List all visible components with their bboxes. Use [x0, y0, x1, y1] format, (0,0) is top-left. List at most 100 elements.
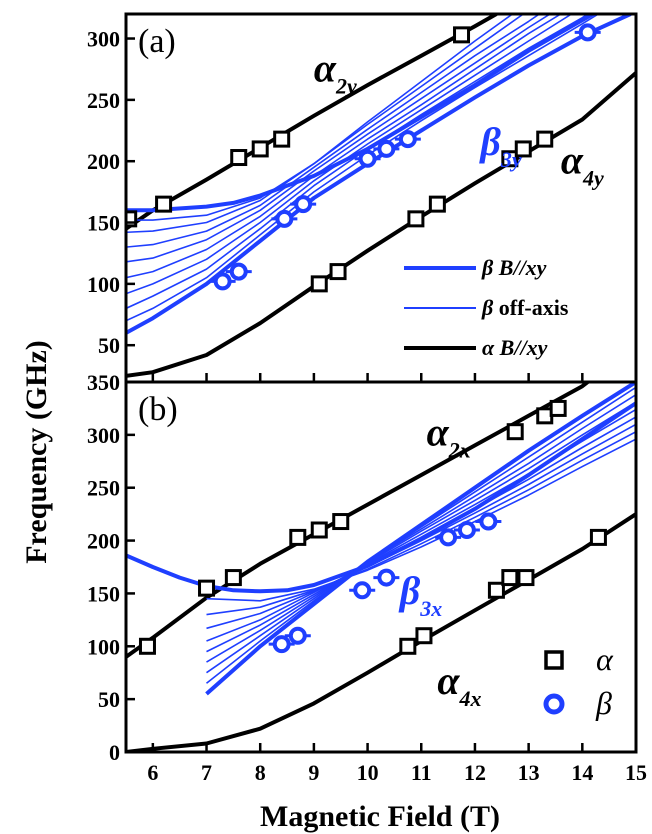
- x-tick-label: 14: [571, 760, 593, 785]
- series-line-a-13: [126, 14, 513, 221]
- alpha-point: [155, 195, 173, 213]
- beta-point: [578, 23, 597, 42]
- beta-point: [272, 635, 291, 654]
- beta-point: [288, 626, 307, 645]
- y-tick-label: 350: [87, 370, 120, 395]
- y-tick-label: 200: [87, 529, 120, 554]
- y-tick-label: 200: [87, 149, 120, 174]
- x-tick-label: 6: [147, 760, 158, 785]
- series-line-a-7: [126, 14, 589, 310]
- series-line-b-11: [206, 423, 636, 630]
- beta-point: [398, 130, 417, 149]
- series-line-a-10: [126, 14, 551, 263]
- alpha-point: [289, 528, 307, 546]
- series-line-b-13: [206, 438, 636, 602]
- x-axis-label: Magnetic Field (T): [260, 800, 500, 833]
- branch-annotation: α2x: [427, 409, 471, 462]
- branch-annotation: α4y: [561, 137, 604, 190]
- series-line-b-2: [126, 382, 589, 659]
- branch-annotation: β3x: [398, 568, 443, 621]
- y-tick-label: 250: [87, 88, 120, 113]
- legend-beta-marker: [543, 693, 565, 715]
- alpha-point: [506, 423, 524, 441]
- alpha-point: [514, 140, 532, 158]
- alpha-point: [428, 195, 446, 213]
- panel-label: (b): [138, 391, 178, 428]
- alpha-point: [399, 637, 417, 655]
- panel-label: (a): [138, 23, 176, 60]
- alpha-point: [198, 579, 216, 597]
- legend-symbol: α: [596, 641, 614, 677]
- beta-point: [229, 262, 248, 281]
- series-line-b-3: [126, 512, 636, 752]
- series-line-b-6: [206, 386, 636, 684]
- y-tick-label: 0: [109, 740, 120, 765]
- legend-label: β off-axis: [481, 295, 569, 320]
- series-line-b-10: [206, 416, 636, 642]
- branch-annotation: α4x: [437, 658, 481, 711]
- alpha-point: [310, 275, 328, 293]
- alpha-point: [501, 150, 519, 168]
- x-tick-label: 13: [518, 760, 540, 785]
- legend-label: α B//xy: [482, 335, 548, 360]
- x-tick-label: 15: [625, 760, 647, 785]
- alpha-point: [415, 627, 433, 645]
- alpha-point: [549, 399, 567, 417]
- alpha-point: [251, 140, 269, 158]
- y-tick-label: 150: [87, 581, 120, 606]
- legend-symbol: β: [595, 685, 612, 721]
- series-line-b-5: [205, 382, 636, 696]
- legend-top: β B//xy β off-axis α B//xy: [404, 255, 569, 360]
- series-line-a-8: [126, 14, 573, 295]
- y-tick-label: 300: [87, 27, 120, 52]
- y-axis-label: Frequency (GHz): [20, 340, 53, 564]
- y-tick-label: 100: [87, 634, 120, 659]
- beta-point: [439, 528, 458, 547]
- series-line-a-9: [126, 14, 562, 279]
- x-tick-label: 7: [201, 760, 212, 785]
- plot-area-a: [126, 14, 636, 378]
- y-tick-label: 50: [98, 687, 120, 712]
- beta-point: [457, 521, 476, 539]
- x-tick-label: 8: [255, 760, 266, 785]
- series-line-b-9: [206, 408, 636, 653]
- y-tick-label: 300: [87, 423, 120, 448]
- series-line-b-7: [206, 394, 636, 674]
- alpha-point: [224, 569, 242, 587]
- series-line-b-12: [206, 430, 636, 616]
- alpha-point: [310, 521, 328, 539]
- branch-annotation: β3y: [478, 119, 522, 172]
- beta-point: [275, 209, 294, 228]
- alpha-point: [536, 130, 554, 148]
- legend-label: β B//xy: [481, 255, 547, 280]
- alpha-point: [329, 263, 347, 281]
- alpha-point: [501, 569, 519, 587]
- y-tick-label: 150: [87, 211, 120, 236]
- axes-frame-b: [124, 380, 638, 754]
- y-tick-label: 50: [98, 333, 120, 358]
- legend-bottom: αβ: [543, 641, 614, 721]
- alpha-point: [453, 26, 471, 44]
- x-tick-label: 9: [308, 760, 319, 785]
- beta-point: [213, 272, 232, 291]
- alpha-point: [230, 149, 248, 167]
- beta-point: [479, 512, 498, 531]
- x-tick-label: 12: [464, 760, 486, 785]
- beta-point: [358, 149, 377, 168]
- plot-area-b: [126, 382, 636, 752]
- beta-point: [353, 581, 372, 600]
- panel-b: 0 50 100 150 200 250 300 350 6 7 8 9 10 11 12 13 14 15 (b)…: [87, 370, 647, 785]
- panel-a: 50 100 150 200 250 300 (a) α2y β3y α4y: [87, 12, 638, 384]
- alpha-point: [273, 130, 291, 148]
- alpha-point: [487, 581, 505, 599]
- alpha-point: [138, 637, 156, 655]
- alpha-point: [126, 210, 138, 228]
- beta-point: [377, 568, 396, 587]
- alpha-point: [589, 528, 607, 546]
- beta-point: [377, 139, 396, 158]
- alpha-point: [407, 210, 425, 228]
- series-line-b-4: [126, 401, 636, 594]
- branch-annotation: α2y: [314, 45, 357, 98]
- y-tick-label: 250: [87, 476, 120, 501]
